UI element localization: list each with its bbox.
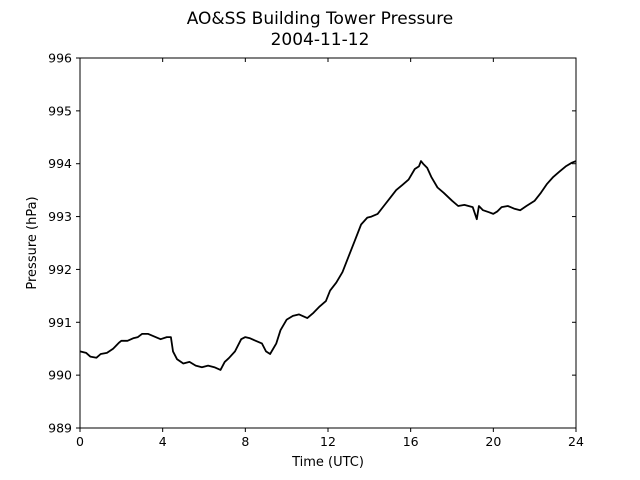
- pressure-series-line: [79, 160, 577, 371]
- x-tick-label: 0: [76, 434, 84, 449]
- x-axis-label: Time (UTC): [291, 455, 364, 470]
- x-tick-label: 20: [485, 434, 501, 449]
- chart-subtitle: 2004-11-12: [271, 30, 370, 50]
- y-tick-label: 995: [48, 103, 72, 118]
- x-tick-label: 12: [320, 434, 336, 449]
- x-tick-label: 4: [159, 434, 167, 449]
- plot-area: 0 4 8 12 16 20 24 989 990 991 992 993 994 995 996: [48, 51, 584, 450]
- y-tick-label: 996: [48, 51, 72, 66]
- x-axis-ticks: 0 4 8 12 16 20 24: [76, 58, 584, 449]
- x-tick-label: 24: [568, 434, 584, 449]
- plot-frame: [79, 57, 577, 429]
- y-axis-ticks: 989 990 991 992 993 994 995 996: [48, 51, 576, 436]
- y-tick-label: 990: [48, 368, 72, 383]
- y-tick-label: 993: [48, 209, 72, 224]
- y-axis-label: Pressure (hPa): [25, 196, 40, 289]
- y-tick-label: 994: [48, 156, 72, 171]
- x-tick-label: 16: [403, 434, 419, 449]
- chart-title: AO&SS Building Tower Pressure: [187, 9, 454, 29]
- y-tick-label: 992: [48, 262, 72, 277]
- y-tick-label: 989: [48, 421, 72, 436]
- x-tick-label: 8: [241, 434, 249, 449]
- y-tick-label: 991: [48, 315, 72, 330]
